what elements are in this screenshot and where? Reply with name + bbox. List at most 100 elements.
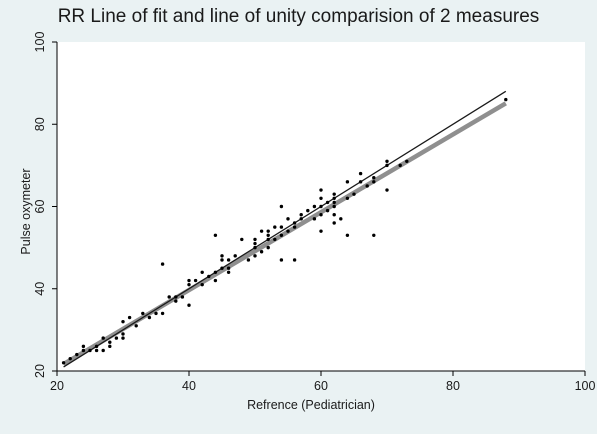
data-point	[108, 340, 112, 344]
data-point	[75, 352, 79, 357]
data-point	[220, 254, 224, 258]
data-point	[365, 184, 369, 188]
data-point	[246, 258, 251, 262]
data-point	[226, 270, 231, 274]
data-point	[160, 262, 165, 266]
data-point	[358, 180, 363, 184]
data-point	[174, 295, 178, 299]
data-point	[259, 250, 264, 254]
data-point	[385, 163, 389, 168]
data-point	[339, 217, 343, 221]
chart-title: RR Line of fit and line of unity compari…	[57, 6, 540, 27]
data-point	[332, 221, 336, 225]
data-point	[200, 270, 204, 274]
data-point	[114, 336, 119, 340]
y-tick-label: 40	[33, 282, 47, 296]
data-point	[299, 217, 303, 221]
y-tick-label: 100	[33, 32, 47, 53]
data-point	[319, 204, 323, 209]
data-point	[273, 237, 277, 242]
data-point	[312, 217, 317, 221]
data-point	[61, 361, 66, 365]
data-point	[207, 274, 211, 279]
data-point	[319, 188, 323, 192]
data-point	[94, 348, 99, 353]
data-point	[121, 336, 125, 340]
data-point	[372, 233, 376, 237]
data-point	[504, 97, 508, 102]
data-point	[266, 233, 270, 237]
data-point	[319, 196, 323, 200]
y-axis-title: Pulse oxymeter	[19, 168, 33, 254]
data-point	[213, 278, 218, 283]
data-point	[253, 237, 257, 242]
data-point	[292, 258, 297, 262]
data-point	[259, 229, 264, 233]
x-tick-label: 80	[446, 379, 460, 393]
data-point	[279, 225, 284, 229]
x-axis-ticks: 20 40 60 80 100	[50, 371, 595, 393]
data-point	[101, 336, 105, 340]
x-tick-label: 100	[575, 379, 596, 393]
data-point	[88, 348, 92, 353]
data-point	[187, 303, 191, 307]
data-point	[200, 282, 204, 287]
data-point	[292, 225, 297, 229]
data-point	[134, 324, 138, 328]
data-point	[108, 344, 112, 349]
data-point	[141, 311, 145, 316]
data-point	[101, 348, 105, 353]
data-point	[266, 245, 270, 250]
data-point	[279, 204, 284, 209]
data-point	[253, 254, 257, 258]
data-point	[352, 192, 356, 196]
data-point	[94, 344, 99, 349]
data-point	[213, 233, 218, 237]
x-tick-label: 60	[314, 379, 328, 393]
data-point	[358, 171, 363, 176]
data-point	[312, 204, 317, 209]
data-point	[233, 254, 237, 258]
data-point	[147, 315, 152, 320]
data-point	[286, 217, 290, 221]
data-point	[154, 311, 158, 316]
data-point	[385, 159, 389, 163]
data-point	[332, 200, 336, 205]
x-tick-label: 40	[182, 379, 196, 393]
data-point	[220, 258, 224, 262]
data-point	[319, 229, 323, 233]
data-point	[121, 319, 125, 324]
data-point	[253, 245, 257, 250]
data-point	[121, 332, 125, 336]
data-point	[332, 213, 336, 217]
data-point	[279, 233, 284, 237]
data-point	[345, 180, 350, 184]
data-point	[187, 282, 191, 287]
line-of-unity	[63, 90, 507, 368]
y-axis-ticks: 20 40 60 80 100	[33, 32, 57, 378]
data-point	[193, 278, 198, 283]
x-axis-title: Refrence (Pediatrician)	[247, 398, 375, 412]
data-point	[266, 229, 270, 233]
data-point	[332, 192, 336, 196]
data-point	[405, 159, 409, 163]
data-point	[81, 348, 86, 353]
data-point	[325, 200, 330, 205]
data-point	[372, 180, 376, 184]
data-point	[226, 266, 231, 270]
data-point	[253, 241, 257, 246]
data-point	[273, 225, 277, 229]
y-tick-label: 80	[33, 117, 47, 131]
data-point	[385, 188, 389, 192]
data-point	[266, 237, 270, 242]
y-tick-label: 60	[33, 200, 47, 214]
data-point	[398, 163, 402, 168]
data-point	[81, 344, 86, 349]
data-point	[180, 295, 185, 299]
data-point	[226, 258, 231, 262]
data-point	[286, 229, 290, 233]
data-point	[167, 295, 171, 299]
x-tick-label: 20	[50, 379, 64, 393]
